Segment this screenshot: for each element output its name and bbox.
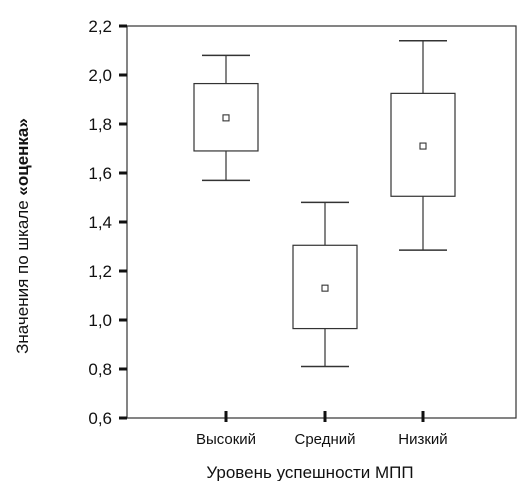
x-tick-label: Средний: [295, 431, 356, 448]
y-axis-title-text: Значения по шкале: [13, 196, 32, 354]
y-tick-label: 1,2: [88, 262, 112, 281]
y-tick-label: 1,8: [88, 115, 112, 134]
x-tick-label: Высокий: [196, 431, 256, 448]
y-tick-label: 1,0: [88, 311, 112, 330]
box-Средний: [292, 201, 358, 368]
median-marker: [321, 284, 329, 292]
y-tick-label: 2,0: [88, 66, 112, 85]
x-axis-title: Уровень успешности МПП: [206, 463, 413, 481]
median-marker: [222, 114, 230, 122]
median-marker: [419, 142, 427, 150]
x-tick-label: Низкий: [398, 431, 447, 448]
y-tick-label: 1,6: [88, 164, 112, 183]
box-Низкий: [390, 39, 456, 251]
y-tick-label: 0,6: [88, 409, 112, 428]
box-Высокий: [193, 54, 259, 182]
plot-frame: [126, 25, 517, 419]
y-tick-label: 2,2: [88, 17, 112, 36]
y-tick-label: 0,8: [88, 360, 112, 379]
y-axis-title: Значения по шкале «оценка»: [13, 118, 32, 354]
y-axis-title-emphasis: «оценка»: [13, 118, 32, 195]
box-body: [390, 92, 456, 197]
y-tick-label: 1,4: [88, 213, 112, 232]
